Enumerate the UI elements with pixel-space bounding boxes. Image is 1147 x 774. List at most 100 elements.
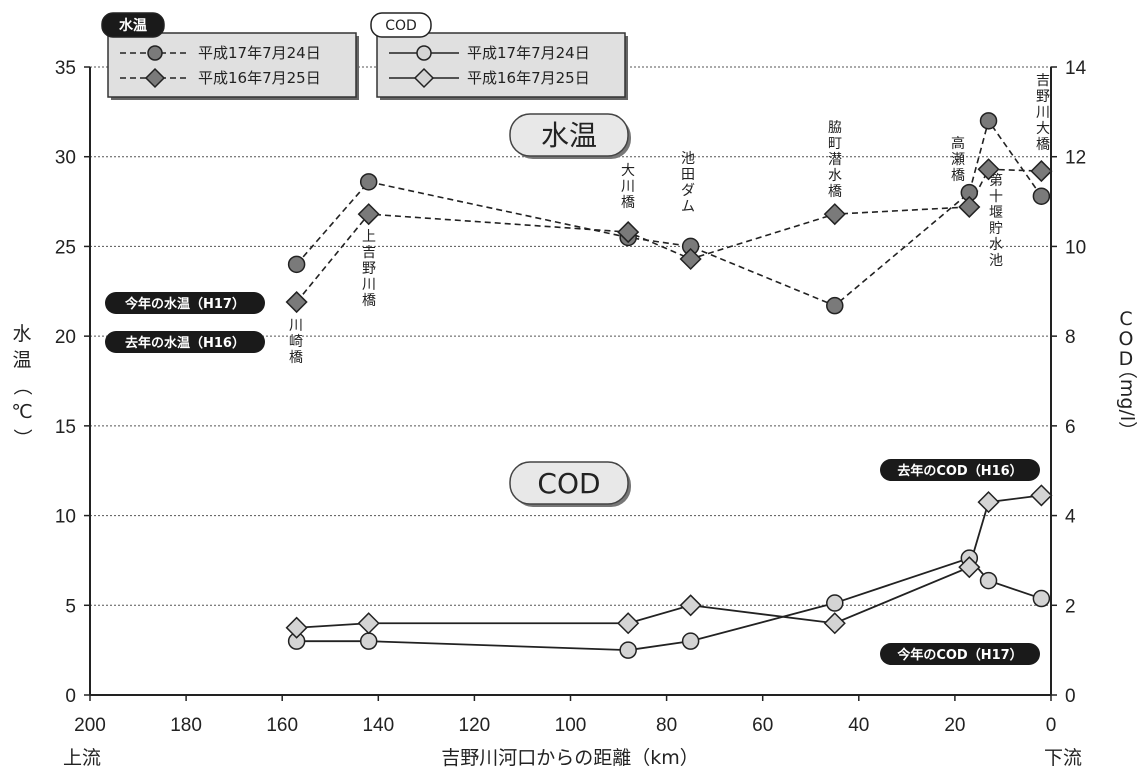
svg-text:水: 水 (828, 168, 842, 184)
data-point-diamond (617, 612, 640, 635)
svg-text:町: 町 (828, 136, 842, 152)
svg-text:℃: ℃ (11, 401, 32, 423)
svg-text:潜: 潜 (828, 152, 842, 168)
pill-box (509, 113, 629, 157)
callout-2: 去年のCOD（H16） (880, 459, 1040, 481)
data-point-circle (619, 641, 637, 659)
svg-text:川: 川 (289, 318, 303, 334)
y-left-tick-labels: 0 5 10 15 20 25 30 35 (55, 58, 90, 707)
callout-bg (880, 459, 1040, 481)
svg-text:野: 野 (1036, 89, 1050, 105)
y-left-tick-label: 0 (65, 686, 76, 707)
svg-text:高: 高 (951, 135, 965, 152)
svg-text:吉: 吉 (362, 245, 376, 261)
svg-text:池: 池 (989, 253, 1003, 269)
pill-text: 水温 (541, 119, 597, 152)
x-tick-label: 100 (555, 715, 587, 736)
series-line (296, 494, 1042, 629)
data-point-diamond (977, 158, 1000, 181)
legend-swatch-diamond (144, 67, 166, 89)
svg-text:大: 大 (1036, 121, 1050, 137)
callout-text: 今年の水温（H17） (124, 296, 245, 312)
x-tick-label: 80 (656, 715, 677, 736)
data-point-diamond (285, 616, 308, 639)
data-point-diamond (679, 594, 702, 617)
y-left-tick-label: 30 (55, 148, 76, 169)
data-point-diamond (285, 290, 308, 314)
x-tick-label: 140 (362, 715, 394, 736)
svg-text:橋: 橋 (362, 293, 376, 309)
data-point-diamond (617, 221, 640, 244)
svg-text:崎: 崎 (289, 334, 303, 350)
y-left-tick-label: 25 (55, 237, 76, 258)
data-point-diamond (823, 612, 846, 635)
data-point-circle (826, 594, 844, 612)
data-point-circle (287, 255, 306, 274)
data-point-diamond (1030, 484, 1053, 507)
data-point-diamond (823, 203, 846, 226)
y-left-tick-label: 35 (55, 58, 76, 79)
x-tick-label: 120 (459, 715, 491, 736)
svg-text:ム: ム (681, 199, 695, 215)
data-point-diamond (958, 195, 981, 219)
y-right-tick-label: 6 (1065, 417, 1076, 438)
svg-text:温: 温 (12, 349, 31, 371)
legend-title-badge (101, 12, 165, 38)
x-tick-label: 180 (170, 715, 202, 736)
data-point-diamond (357, 203, 380, 226)
legend-title: 水温 (119, 17, 147, 34)
series-lines (295, 118, 1043, 652)
legend-title: COD (385, 18, 417, 34)
pill-box (509, 461, 629, 505)
svg-text:橋: 橋 (1036, 137, 1050, 153)
svg-text:ダ: ダ (681, 183, 695, 199)
callout-bg (880, 643, 1040, 665)
y-right-tick-label: 4 (1065, 507, 1076, 528)
x-axis-label: 吉野川河口からの距離（km） (441, 747, 699, 769)
annotations: 水温 COD 今年の水温（H17） 去年の水温（H16） 去年のCOD（H16） 今年のC… (101, 12, 1040, 665)
svg-text:水: 水 (989, 237, 1003, 253)
svg-text:橋: 橋 (828, 184, 842, 200)
svg-text:（mg/l）: （mg/l） (1116, 360, 1138, 440)
y-right-tick-label: 2 (1065, 596, 1076, 617)
legend-entry: 平成17年7月24日 (467, 44, 590, 62)
svg-text:脇: 脇 (828, 120, 842, 136)
legend-swatch-circle (147, 45, 163, 61)
series-markers (285, 112, 1053, 659)
x-tick-labels: 200 180 160 140 120 100 80 60 40 20 0 (74, 695, 1056, 736)
pill-text: COD (537, 467, 600, 500)
svg-text:O: O (1119, 328, 1134, 350)
svg-text:堰: 堰 (989, 205, 1003, 221)
callout-text: 去年のCOD（H16） (897, 463, 1022, 479)
series-line (296, 118, 1043, 307)
data-point-circle (979, 571, 998, 590)
y-right-tick-label: 8 (1065, 327, 1076, 348)
y-left-tick-label: 20 (55, 327, 76, 348)
y-right-tick-label: 14 (1065, 58, 1087, 79)
legend-swatch-circle (416, 45, 432, 61)
svg-text:上: 上 (362, 229, 376, 245)
svg-text:川: 川 (362, 277, 376, 293)
location-label: 高瀬橋 (951, 135, 965, 184)
data-point-diamond (1030, 160, 1053, 183)
data-point-diamond (977, 491, 1000, 514)
data-point-diamond (679, 247, 702, 271)
y-left-tick-label: 15 (55, 417, 76, 438)
x-tick-label: 160 (266, 715, 298, 736)
callout-text: 今年のCOD（H17） (896, 647, 1022, 663)
callout-text: 去年の水温（H16） (125, 335, 245, 351)
data-point-circle (1032, 187, 1051, 205)
svg-text:川: 川 (1036, 105, 1050, 121)
legend-entry: 平成17年7月24日 (198, 44, 321, 62)
svg-text:橋: 橋 (621, 195, 635, 211)
y-left-tick-label: 5 (65, 596, 76, 617)
